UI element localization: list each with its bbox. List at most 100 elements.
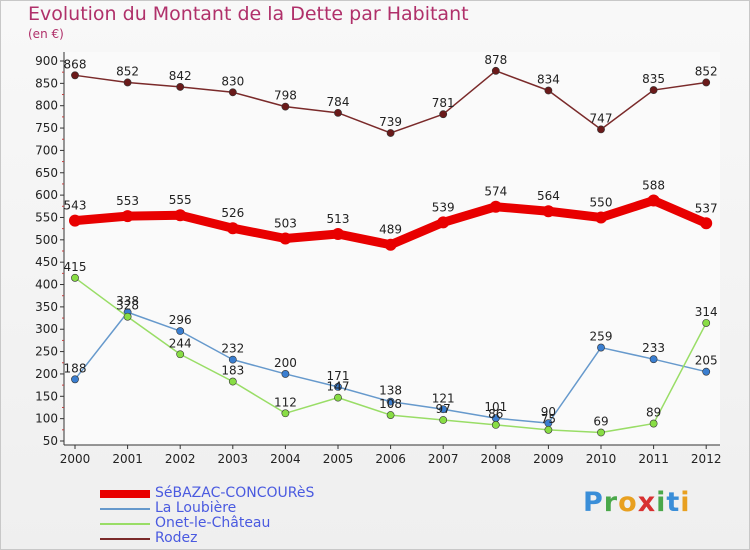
data-point xyxy=(700,217,713,230)
data-point xyxy=(647,194,660,207)
data-label: 852 xyxy=(116,64,139,78)
data-point xyxy=(176,83,185,91)
data-label: 121 xyxy=(432,391,455,405)
y-tick-label: 500 xyxy=(35,233,58,247)
y-tick-label: 350 xyxy=(35,300,58,314)
data-label: 868 xyxy=(64,57,87,71)
x-tick-label: 2000 xyxy=(60,452,91,466)
data-label: 852 xyxy=(695,64,718,78)
data-label: 739 xyxy=(379,115,402,129)
y-tick-label: 200 xyxy=(35,367,58,381)
data-point xyxy=(228,355,237,364)
data-point xyxy=(384,238,397,251)
data-point xyxy=(489,200,502,213)
data-point xyxy=(228,377,237,386)
y-tick-label: 550 xyxy=(35,210,58,224)
y-tick-label: 100 xyxy=(35,412,58,426)
legend-label: Rodez xyxy=(155,530,198,546)
data-label: 138 xyxy=(379,384,402,398)
data-point xyxy=(597,428,605,437)
x-tick-label: 2008 xyxy=(481,452,512,466)
data-point xyxy=(597,343,605,352)
y-tick-label: 650 xyxy=(35,166,58,180)
data-label: 86 xyxy=(488,407,503,421)
data-point xyxy=(649,86,658,94)
data-label: 183 xyxy=(221,364,244,378)
data-point xyxy=(542,205,555,218)
data-point xyxy=(702,78,711,87)
y-tick-label: 250 xyxy=(35,345,58,359)
data-label: 101 xyxy=(484,400,507,414)
data-point xyxy=(544,86,553,95)
y-tick-label: 600 xyxy=(35,188,58,202)
data-point xyxy=(334,383,342,391)
data-label: 503 xyxy=(274,216,297,230)
data-point xyxy=(437,216,450,229)
data-label: 539 xyxy=(432,200,455,214)
y-tick-label: 750 xyxy=(35,121,58,135)
data-label: 564 xyxy=(537,189,560,203)
data-label: 232 xyxy=(221,342,244,356)
proxiti-logo: Proxiti xyxy=(583,487,691,518)
line-chart: 50 100 150 200 250 300 350 400 450 500 550 600 650 70… xyxy=(35,52,722,466)
data-label: 200 xyxy=(274,356,297,370)
data-label: 147 xyxy=(327,380,350,394)
data-point xyxy=(279,232,292,245)
data-point xyxy=(332,228,344,241)
data-label: 574 xyxy=(484,185,507,199)
data-point xyxy=(439,416,448,424)
y-tick-label: 850 xyxy=(35,76,58,90)
y-tick-label: 300 xyxy=(35,322,58,336)
data-point xyxy=(595,211,607,224)
data-point xyxy=(702,367,711,376)
x-tick-label: 2003 xyxy=(218,452,249,466)
data-label: 555 xyxy=(169,193,192,207)
data-point xyxy=(649,355,658,364)
x-tick-label: 2009 xyxy=(533,452,564,466)
data-label: 513 xyxy=(327,212,350,226)
data-point xyxy=(228,88,237,97)
x-tick-label: 2012 xyxy=(691,452,722,466)
y-tick-label: 450 xyxy=(35,255,58,269)
x-tick-label: 2006 xyxy=(375,452,406,466)
data-label: 338 xyxy=(116,294,139,308)
y-tick-label: 400 xyxy=(35,278,58,292)
data-point xyxy=(174,209,187,222)
data-point xyxy=(123,312,132,321)
legend-swatch xyxy=(100,523,150,525)
data-point xyxy=(597,125,605,134)
legend-label: Onet-le-Château xyxy=(155,515,271,531)
x-tick-label: 2001 xyxy=(112,452,143,466)
data-label: 314 xyxy=(695,305,718,319)
data-point xyxy=(386,129,395,137)
data-label: 188 xyxy=(64,361,87,375)
data-label: 205 xyxy=(695,354,718,368)
data-point xyxy=(71,71,79,80)
data-point xyxy=(439,405,448,414)
y-tick-label: 900 xyxy=(35,54,58,68)
data-label: 108 xyxy=(379,397,402,411)
data-label: 171 xyxy=(327,369,350,383)
x-tick-label: 2010 xyxy=(586,452,617,466)
y-tick-label: 700 xyxy=(35,143,58,157)
x-tick-label: 2005 xyxy=(323,452,354,466)
data-point xyxy=(386,411,395,419)
x-tick-label: 2004 xyxy=(270,452,301,466)
data-label: 834 xyxy=(537,73,560,87)
data-point xyxy=(649,419,658,428)
legend-label: SéBAZAC-CONCOURèS xyxy=(155,485,315,501)
data-label: 489 xyxy=(379,223,402,237)
legend-swatch xyxy=(100,490,150,498)
data-label: 112 xyxy=(274,395,297,409)
data-point xyxy=(334,108,342,117)
data-point xyxy=(123,78,132,87)
data-label: 550 xyxy=(590,195,613,209)
legend-label: La Loubière xyxy=(155,500,237,516)
data-point xyxy=(702,319,711,327)
data-label: 553 xyxy=(116,194,139,208)
data-label: 69 xyxy=(593,415,608,429)
data-label: 543 xyxy=(64,199,87,213)
data-label: 835 xyxy=(642,72,665,86)
data-label: 537 xyxy=(695,201,718,215)
legend-swatch xyxy=(100,538,150,540)
